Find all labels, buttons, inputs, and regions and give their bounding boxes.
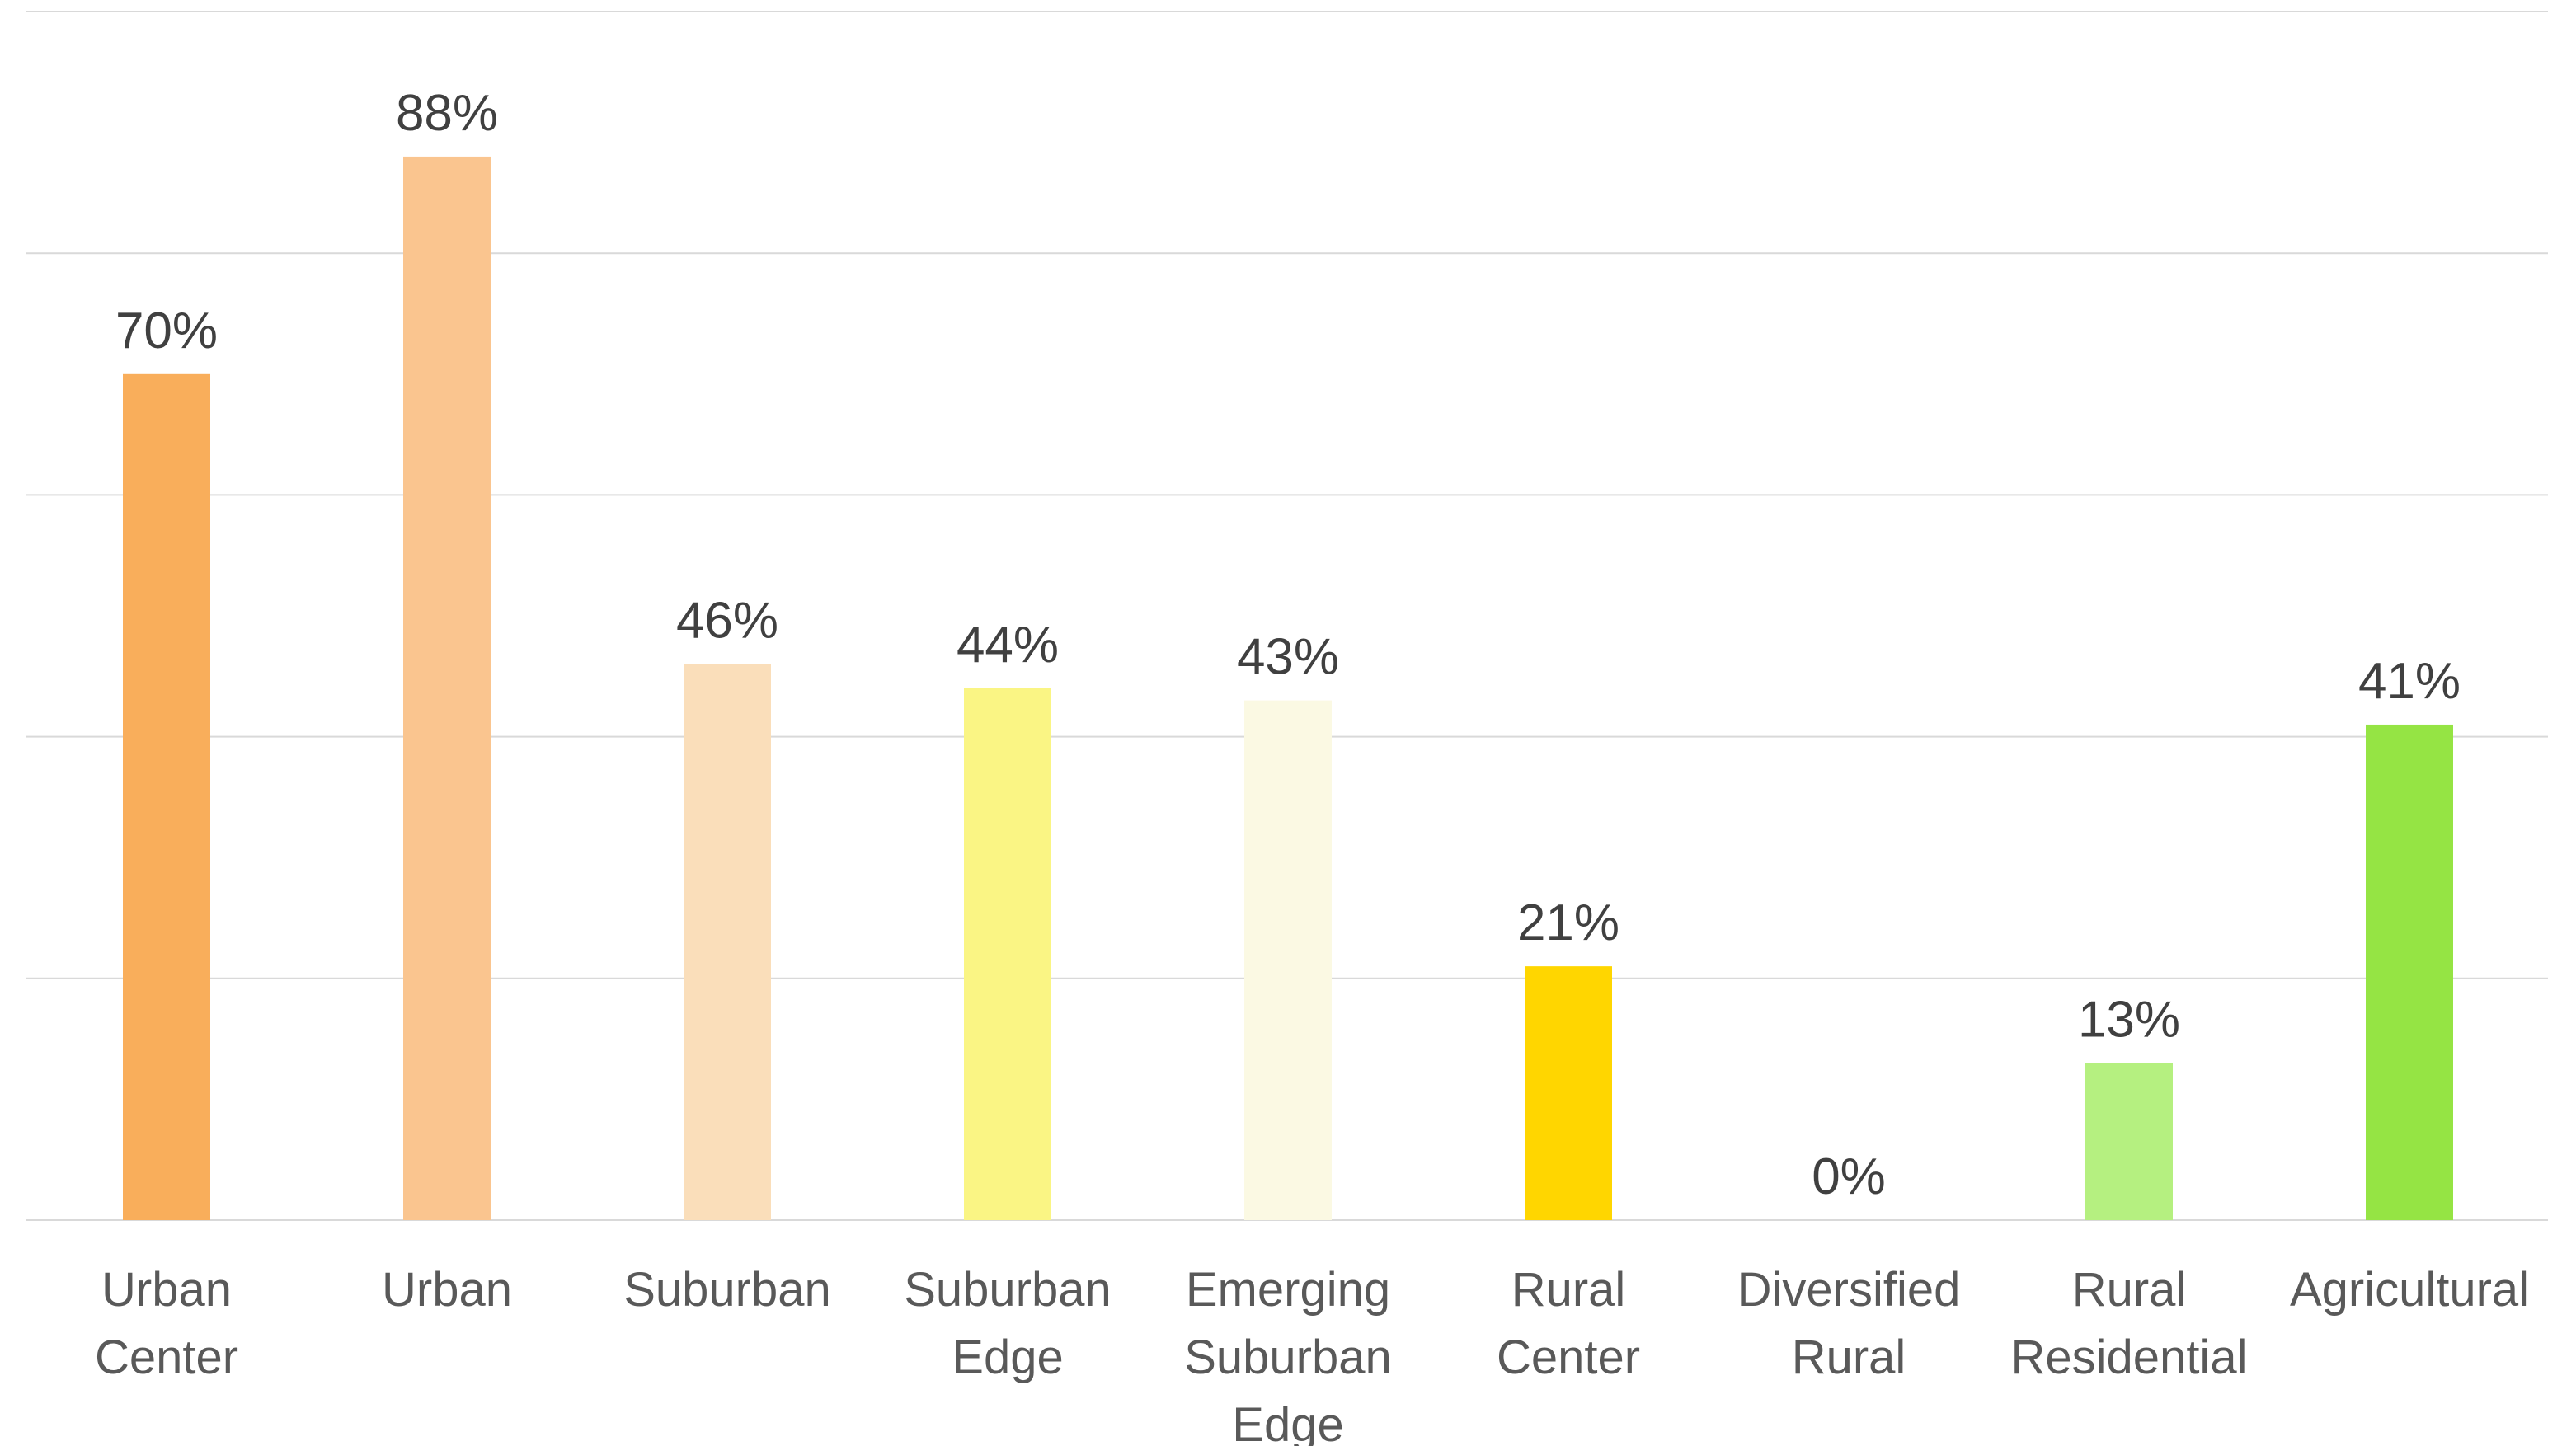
data-label: 44% <box>957 617 1059 674</box>
data-label: 46% <box>676 593 778 650</box>
category-label: Emerging Suburban Edge <box>1184 1263 1392 1446</box>
data-labels: 70% 88% 46% 44% 43% 21% 0% 13% 41% <box>115 85 2461 1205</box>
data-label: 43% <box>1237 629 1339 686</box>
bar <box>684 664 771 1220</box>
category-label-line: Diversified <box>1737 1263 1961 1317</box>
category-label: Suburban Edge <box>904 1263 1112 1384</box>
category-label-line: Urban <box>382 1263 512 1317</box>
bar <box>964 688 1051 1220</box>
category-label-line: Emerging <box>1186 1263 1390 1317</box>
category-label: Agricultural <box>2290 1263 2529 1317</box>
bar <box>1525 966 1612 1220</box>
category-label: Suburban <box>623 1263 831 1317</box>
data-label: 0% <box>1812 1148 1886 1205</box>
data-label: 70% <box>115 303 218 359</box>
bar <box>403 156 491 1220</box>
category-label-line: Rural <box>1511 1263 1626 1317</box>
category-label: Diversified Rural <box>1737 1263 1961 1384</box>
category-label-line: Suburban <box>904 1263 1112 1317</box>
data-label: 88% <box>396 85 498 142</box>
category-label-line: Center <box>95 1331 238 1384</box>
bars <box>123 156 2453 1220</box>
category-label: Urban Center <box>95 1263 238 1384</box>
category-label-line: Residential <box>2011 1331 2248 1384</box>
category-label-line: Center <box>1497 1331 1640 1384</box>
category-label-line: Edge <box>952 1331 1063 1384</box>
category-label-line: Suburban <box>1184 1331 1392 1384</box>
category-label: Rural Residential <box>2011 1263 2248 1384</box>
category-label-line: Suburban <box>623 1263 831 1317</box>
data-label: 21% <box>1517 894 1619 951</box>
category-label-line: Edge <box>1232 1398 1343 1446</box>
data-label: 13% <box>2078 991 2180 1048</box>
category-label: Rural Center <box>1497 1263 1640 1384</box>
category-label-line: Rural <box>1792 1331 1906 1384</box>
category-label: Urban <box>382 1263 512 1317</box>
category-label-line: Urban <box>101 1263 232 1317</box>
bar <box>1244 700 1332 1220</box>
bar <box>2085 1063 2173 1220</box>
bar <box>123 373 210 1220</box>
category-label-line: Agricultural <box>2290 1263 2529 1317</box>
bar <box>2366 724 2453 1220</box>
category-label-line: Rural <box>2072 1263 2187 1317</box>
data-label: 41% <box>2358 653 2461 710</box>
